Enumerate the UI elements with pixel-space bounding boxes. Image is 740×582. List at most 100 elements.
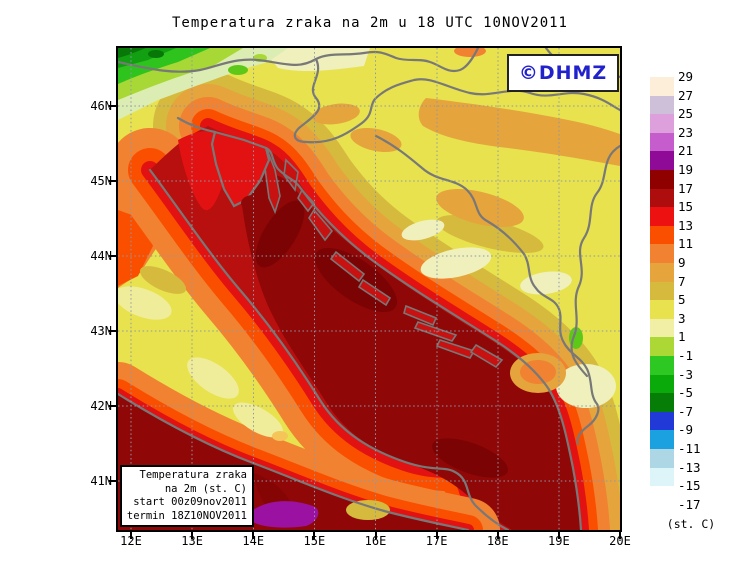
info-line-level: na 2m (st. C) [164, 482, 247, 495]
croatian-coastline [264, 146, 583, 530]
lat-label-44N: 44N [90, 249, 112, 263]
colorbar-swatch-13-11 [650, 225, 674, 245]
colorbar-unit-label: (st. C) [666, 517, 716, 531]
colorbar-level-15: 15 [678, 199, 694, 215]
colorbar-swatch-23-21 [650, 132, 674, 152]
lat-label-43N: 43N [90, 324, 112, 338]
map-plot-area [116, 46, 622, 532]
colorbar-level-21: 21 [678, 143, 694, 159]
alps-dark-spot [148, 50, 164, 58]
lon-tick [374, 532, 377, 539]
coastlines [118, 116, 583, 530]
colorbar-swatch--1--3 [650, 356, 674, 376]
lon-label-18E: 18E [486, 534, 509, 548]
colorbar-level--11: -11 [678, 441, 701, 456]
colorbar-swatch-5-3 [650, 300, 674, 320]
colorbar-swatch-21-19 [650, 151, 674, 171]
lat-label-41N: 41N [90, 474, 112, 488]
lon-label-20E: 20E [609, 534, 631, 548]
graticule [118, 48, 620, 530]
island-kornati [357, 278, 392, 307]
colorbar-swatch--7--9 [650, 411, 674, 431]
lon-tick [557, 532, 560, 539]
colorbar-level-23: 23 [678, 124, 694, 140]
border-slovenia-croatia-hungary [293, 57, 620, 144]
lon-tick [252, 532, 255, 539]
info-line-start: start 00z09nov2011 [133, 496, 247, 508]
island-dugi-otok [329, 250, 366, 283]
colorbar-swatch-25-23 [650, 114, 674, 134]
colorbar-swatch--11--13 [650, 449, 674, 469]
lon-tick [619, 532, 621, 539]
lat-label-46N: 46N [90, 99, 112, 113]
lon-tick [191, 532, 194, 539]
bosnia-pale-2 [520, 271, 572, 295]
lon-label-13E: 13E [181, 534, 203, 548]
slavonia-amber-band [418, 98, 620, 166]
italy-peach-spot [272, 431, 288, 441]
lat-label-45N: 45N [90, 174, 112, 188]
italian-adriatic-coastline [148, 168, 510, 530]
colorbar-level--17: -17 [678, 496, 701, 512]
slovenia-amber-1 [312, 103, 360, 125]
page-title: Temperatura zraka na 2m u 18 UTC 10NOV20… [171, 15, 568, 31]
colorbar-swatch--5--7 [650, 393, 674, 413]
bosnia-pale-3 [401, 219, 445, 241]
tyrrhenian-coastline [118, 392, 470, 530]
colorbar-swatch-27-25 [650, 95, 674, 115]
warmest-purple-patch [253, 501, 319, 528]
peljesac-peninsula [469, 343, 504, 369]
lon-tick [496, 532, 499, 539]
adriatic-islands [264, 149, 504, 369]
lat-tick [109, 480, 116, 482]
colorbar-level--1: -1 [678, 348, 694, 363]
island-korcula [435, 339, 476, 359]
colorbar-level-5: 5 [678, 292, 686, 308]
colorbar-level-29: 29 [678, 69, 694, 84]
alps-dark-green [118, 48, 146, 58]
lon-label-12E: 12E [120, 534, 142, 548]
colorbar-swatch-19-17 [650, 170, 674, 190]
colorbar-level-3: 3 [678, 310, 686, 326]
alps-green-spot-1 [228, 65, 248, 75]
apennine-pale-1 [187, 357, 239, 399]
bosnia-gold-band [436, 214, 544, 254]
apulia-gold [346, 500, 390, 520]
lon-tick [130, 532, 132, 539]
info-line-variable: Temperatura zraka [139, 469, 247, 481]
border-bosnia-serbia [570, 144, 620, 378]
temperature-field-map [118, 48, 620, 530]
kvarner-dark-patch [241, 195, 265, 211]
colorbar-level--13: -13 [678, 459, 701, 475]
lat-tick [109, 255, 116, 257]
lon-label-17E: 17E [425, 534, 448, 548]
colorbar-swatch-9-7 [650, 263, 674, 283]
bosnia-amber-band [436, 189, 524, 227]
lon-label-16E: 16E [364, 534, 387, 548]
colorbar-level-9: 9 [678, 255, 686, 270]
colorbar-level-7: 7 [678, 273, 686, 289]
colorbar-level--15: -15 [678, 478, 701, 494]
island-brac [403, 304, 438, 327]
colorbar-level-11: 11 [678, 236, 694, 252]
lon-tick [313, 532, 316, 539]
island-rab [297, 188, 316, 213]
dhmz-copyright-label: ©DHMZ [518, 62, 608, 84]
lat-label-42N: 42N [90, 399, 112, 413]
colorbar-swatch-15-13 [650, 207, 674, 227]
colorbar-level-27: 27 [678, 87, 694, 103]
lat-tick [109, 405, 116, 407]
info-line-termin: termin 18Z10NOV2011 [126, 509, 247, 522]
colorbar-swatch-3-1 [650, 318, 674, 338]
apennine-pale-3 [118, 286, 172, 320]
colorbar-swatch-1--1 [650, 337, 674, 357]
deep-warm-patch-1 [255, 200, 305, 268]
colorbar-swatch--3--5 [650, 374, 674, 394]
lon-label-15E: 15E [303, 534, 326, 548]
colorbar-level--5: -5 [678, 385, 694, 401]
colorbar-swatch--15--17 [650, 486, 674, 506]
colorbar-level--7: -7 [678, 403, 694, 419]
lon-label-14E: 14E [242, 534, 265, 548]
apennine-gold [139, 266, 187, 294]
